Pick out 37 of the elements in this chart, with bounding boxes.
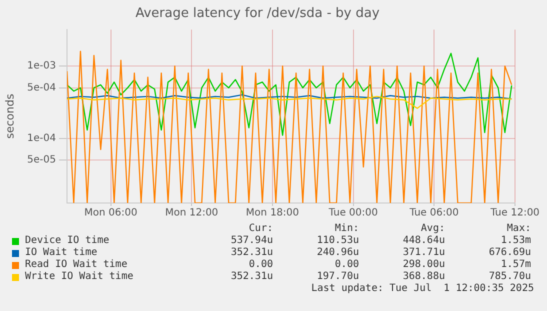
text: 1.57m — [500, 259, 531, 271]
x-tick-label: Mon 18:00 — [246, 208, 300, 219]
text: 197.70u — [316, 271, 359, 283]
x-tick-label: Mon 06:00 — [84, 208, 138, 219]
x-tick-label: Tue 06:00 — [408, 208, 459, 219]
x-tick-label: Mon 12:00 — [165, 208, 218, 219]
text: 785.70u — [488, 271, 531, 283]
legend-label: Write IO Wait time — [25, 271, 134, 283]
text: 352.31u — [230, 271, 273, 283]
text: 1.53m — [500, 235, 531, 247]
text: Avg: — [420, 223, 445, 235]
text: 352.31u — [230, 247, 273, 259]
legend-label: IO Wait time — [25, 247, 98, 259]
text: 0.00 — [334, 259, 359, 271]
text: 110.53u — [316, 235, 359, 247]
y-tick-label: 1e-03 — [27, 60, 56, 72]
text: 371.71u — [402, 247, 445, 259]
text: 676.69u — [488, 247, 531, 259]
x-tick-label: Tue 12:00 — [489, 208, 540, 219]
text: Last update: Tue Jul 1 12:00:35 2025 — [310, 283, 534, 295]
x-tick-label: Tue 00:00 — [328, 208, 378, 219]
text: 368.88u — [402, 271, 445, 283]
legend-label: Read IO Wait time — [25, 259, 128, 271]
text: 0.00 — [248, 259, 273, 271]
y-tick-label: 5e-05 — [27, 154, 56, 166]
y-tick-label: 1e-04 — [27, 132, 56, 144]
text: 298.00u — [402, 259, 445, 271]
chart-title: Average latency for /dev/sda - by day — [135, 6, 380, 22]
text: 448.64u — [402, 235, 445, 247]
y-tick-label: 5e-04 — [27, 82, 56, 94]
text: 240.96u — [316, 247, 359, 259]
y-axis-title: seconds — [3, 94, 16, 139]
text: Cur: — [248, 223, 273, 235]
text: 537.94u — [230, 235, 273, 247]
text: Min: — [334, 223, 359, 235]
text: Max: — [506, 223, 531, 235]
legend-label: Device IO time — [25, 235, 110, 247]
